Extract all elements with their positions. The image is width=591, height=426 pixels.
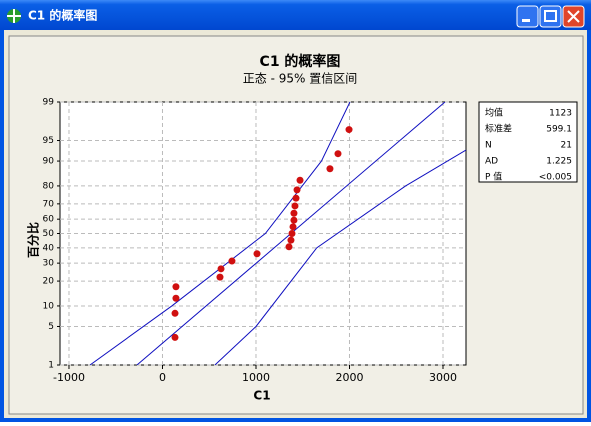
window-title: C1 的概率图 [28, 8, 97, 23]
title-bar [0, 0, 591, 30]
data-point [290, 209, 298, 217]
y-axis-label: 百分比 [26, 222, 41, 258]
data-point [345, 126, 353, 134]
data-point [172, 294, 180, 302]
y-tick-label: 1 [48, 361, 54, 371]
x-tick-label: 2000 [335, 371, 363, 384]
data-point [293, 186, 301, 194]
data-point [228, 257, 236, 265]
chart-subtitle: 正态 - 95% 置信区间 [243, 72, 357, 86]
y-tick-label: 80 [43, 181, 55, 191]
y-tick-label: 90 [43, 157, 55, 167]
stat-label: P 值 [485, 171, 502, 183]
fit-line [214, 149, 466, 365]
stat-label: N [485, 141, 492, 151]
data-point [326, 165, 334, 173]
data-point [171, 309, 179, 317]
y-tick-label: 10 [43, 301, 55, 311]
data-point [217, 265, 225, 273]
stat-value: 1123 [549, 109, 572, 119]
stat-label: 均值 [485, 107, 503, 119]
stat-label: 标准差 [485, 123, 512, 135]
y-tick-label: 70 [43, 199, 55, 209]
data-point [285, 243, 293, 251]
x-tick-label: -1000 [53, 371, 85, 384]
stats-box [478, 101, 578, 183]
data-point [290, 216, 298, 224]
minimize-button[interactable] [516, 5, 539, 28]
data-point [288, 230, 296, 237]
data-point [334, 150, 342, 158]
x-tick-label: 0 [159, 371, 166, 384]
y-tick-label: 5 [48, 322, 54, 332]
stat-value: 1.225 [546, 157, 572, 167]
maximize-button[interactable] [539, 5, 562, 28]
x-axis-label: C1 [253, 389, 270, 403]
y-tick-label: 95 [43, 136, 54, 146]
data-point [287, 236, 295, 244]
data-point [253, 250, 261, 258]
y-tick-label: 50 [43, 229, 55, 239]
close-button[interactable] [562, 5, 585, 28]
data-point [296, 176, 304, 184]
data-point [171, 333, 179, 341]
y-tick-label: 40 [43, 243, 55, 253]
y-tick-label: 20 [43, 277, 55, 287]
fit-line [89, 102, 351, 365]
chart-title: C1 的概率图 [260, 53, 341, 70]
y-tick-label: 30 [43, 259, 55, 269]
data-point [172, 283, 180, 291]
stat-value: 21 [561, 141, 572, 151]
x-tick-label: 1000 [242, 371, 270, 384]
y-tick-label: 99 [43, 98, 55, 108]
data-point [292, 194, 300, 202]
stat-label: AD [485, 157, 498, 167]
data-point [291, 202, 299, 210]
app-icon [7, 9, 21, 23]
stat-value: 599.1 [546, 125, 572, 135]
stat-value: <0.005 [539, 173, 572, 183]
data-point [289, 223, 297, 231]
data-point [216, 273, 224, 281]
x-tick-label: 3000 [429, 371, 457, 384]
y-tick-label: 60 [43, 215, 55, 225]
